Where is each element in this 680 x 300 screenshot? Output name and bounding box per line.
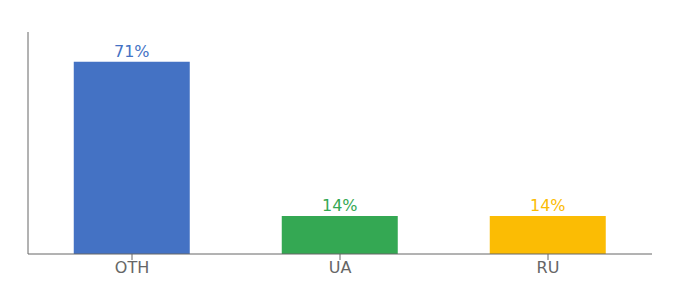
svg-text:RU: RU bbox=[537, 258, 560, 277]
svg-text:UA: UA bbox=[329, 258, 352, 277]
svg-text:14%: 14% bbox=[322, 196, 358, 215]
svg-text:71%: 71% bbox=[114, 42, 150, 61]
svg-text:14%: 14% bbox=[530, 196, 566, 215]
svg-text:OTH: OTH bbox=[115, 258, 149, 277]
